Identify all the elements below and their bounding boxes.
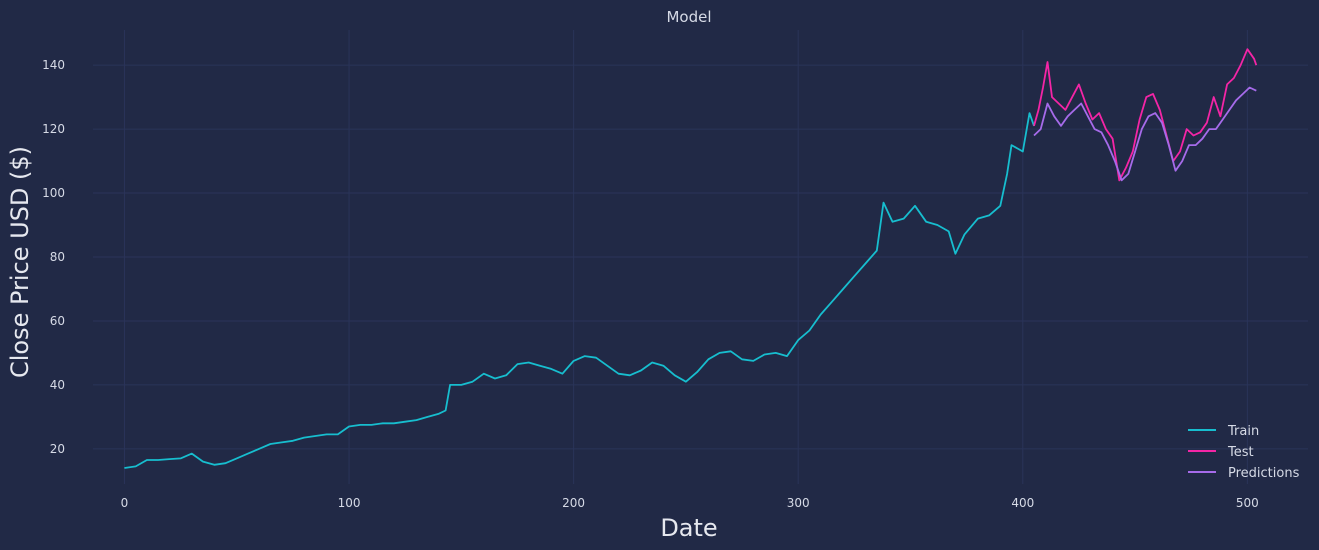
y-tick-label: 40	[50, 378, 65, 392]
x-tick-label: 500	[1236, 496, 1259, 510]
x-tick-label: 200	[562, 496, 585, 510]
y-tick-label: 120	[42, 122, 65, 136]
legend-label-predictions: Predictions	[1228, 466, 1300, 481]
series-line-train	[124, 112, 1035, 469]
x-tick-labels: 0 100 200 300 400 500	[121, 496, 1259, 510]
y-tick-label: 20	[50, 442, 65, 456]
chart-title: Model	[666, 8, 711, 26]
y-axis-title: Close Price USD ($)	[6, 146, 34, 378]
series-line-test	[1033, 48, 1258, 182]
x-axis-title: Date	[660, 514, 717, 542]
x-tick-label: 400	[1011, 496, 1034, 510]
x-tick-label: 300	[787, 496, 810, 510]
y-tick-label: 100	[42, 186, 65, 200]
legend-label-test: Test	[1227, 445, 1254, 460]
grid	[93, 30, 1308, 484]
y-tick-label: 80	[50, 250, 65, 264]
series-lines	[124, 48, 1258, 469]
y-tick-labels: 20 40 60 80 100 120 140	[42, 58, 65, 456]
x-tick-label: 0	[121, 496, 129, 510]
legend: Train Test Predictions	[1188, 424, 1300, 481]
x-tick-label: 100	[338, 496, 361, 510]
y-tick-label: 140	[42, 58, 65, 72]
series-line-predictions	[1033, 86, 1257, 182]
y-tick-label: 60	[50, 314, 65, 328]
legend-label-train: Train	[1227, 424, 1259, 439]
